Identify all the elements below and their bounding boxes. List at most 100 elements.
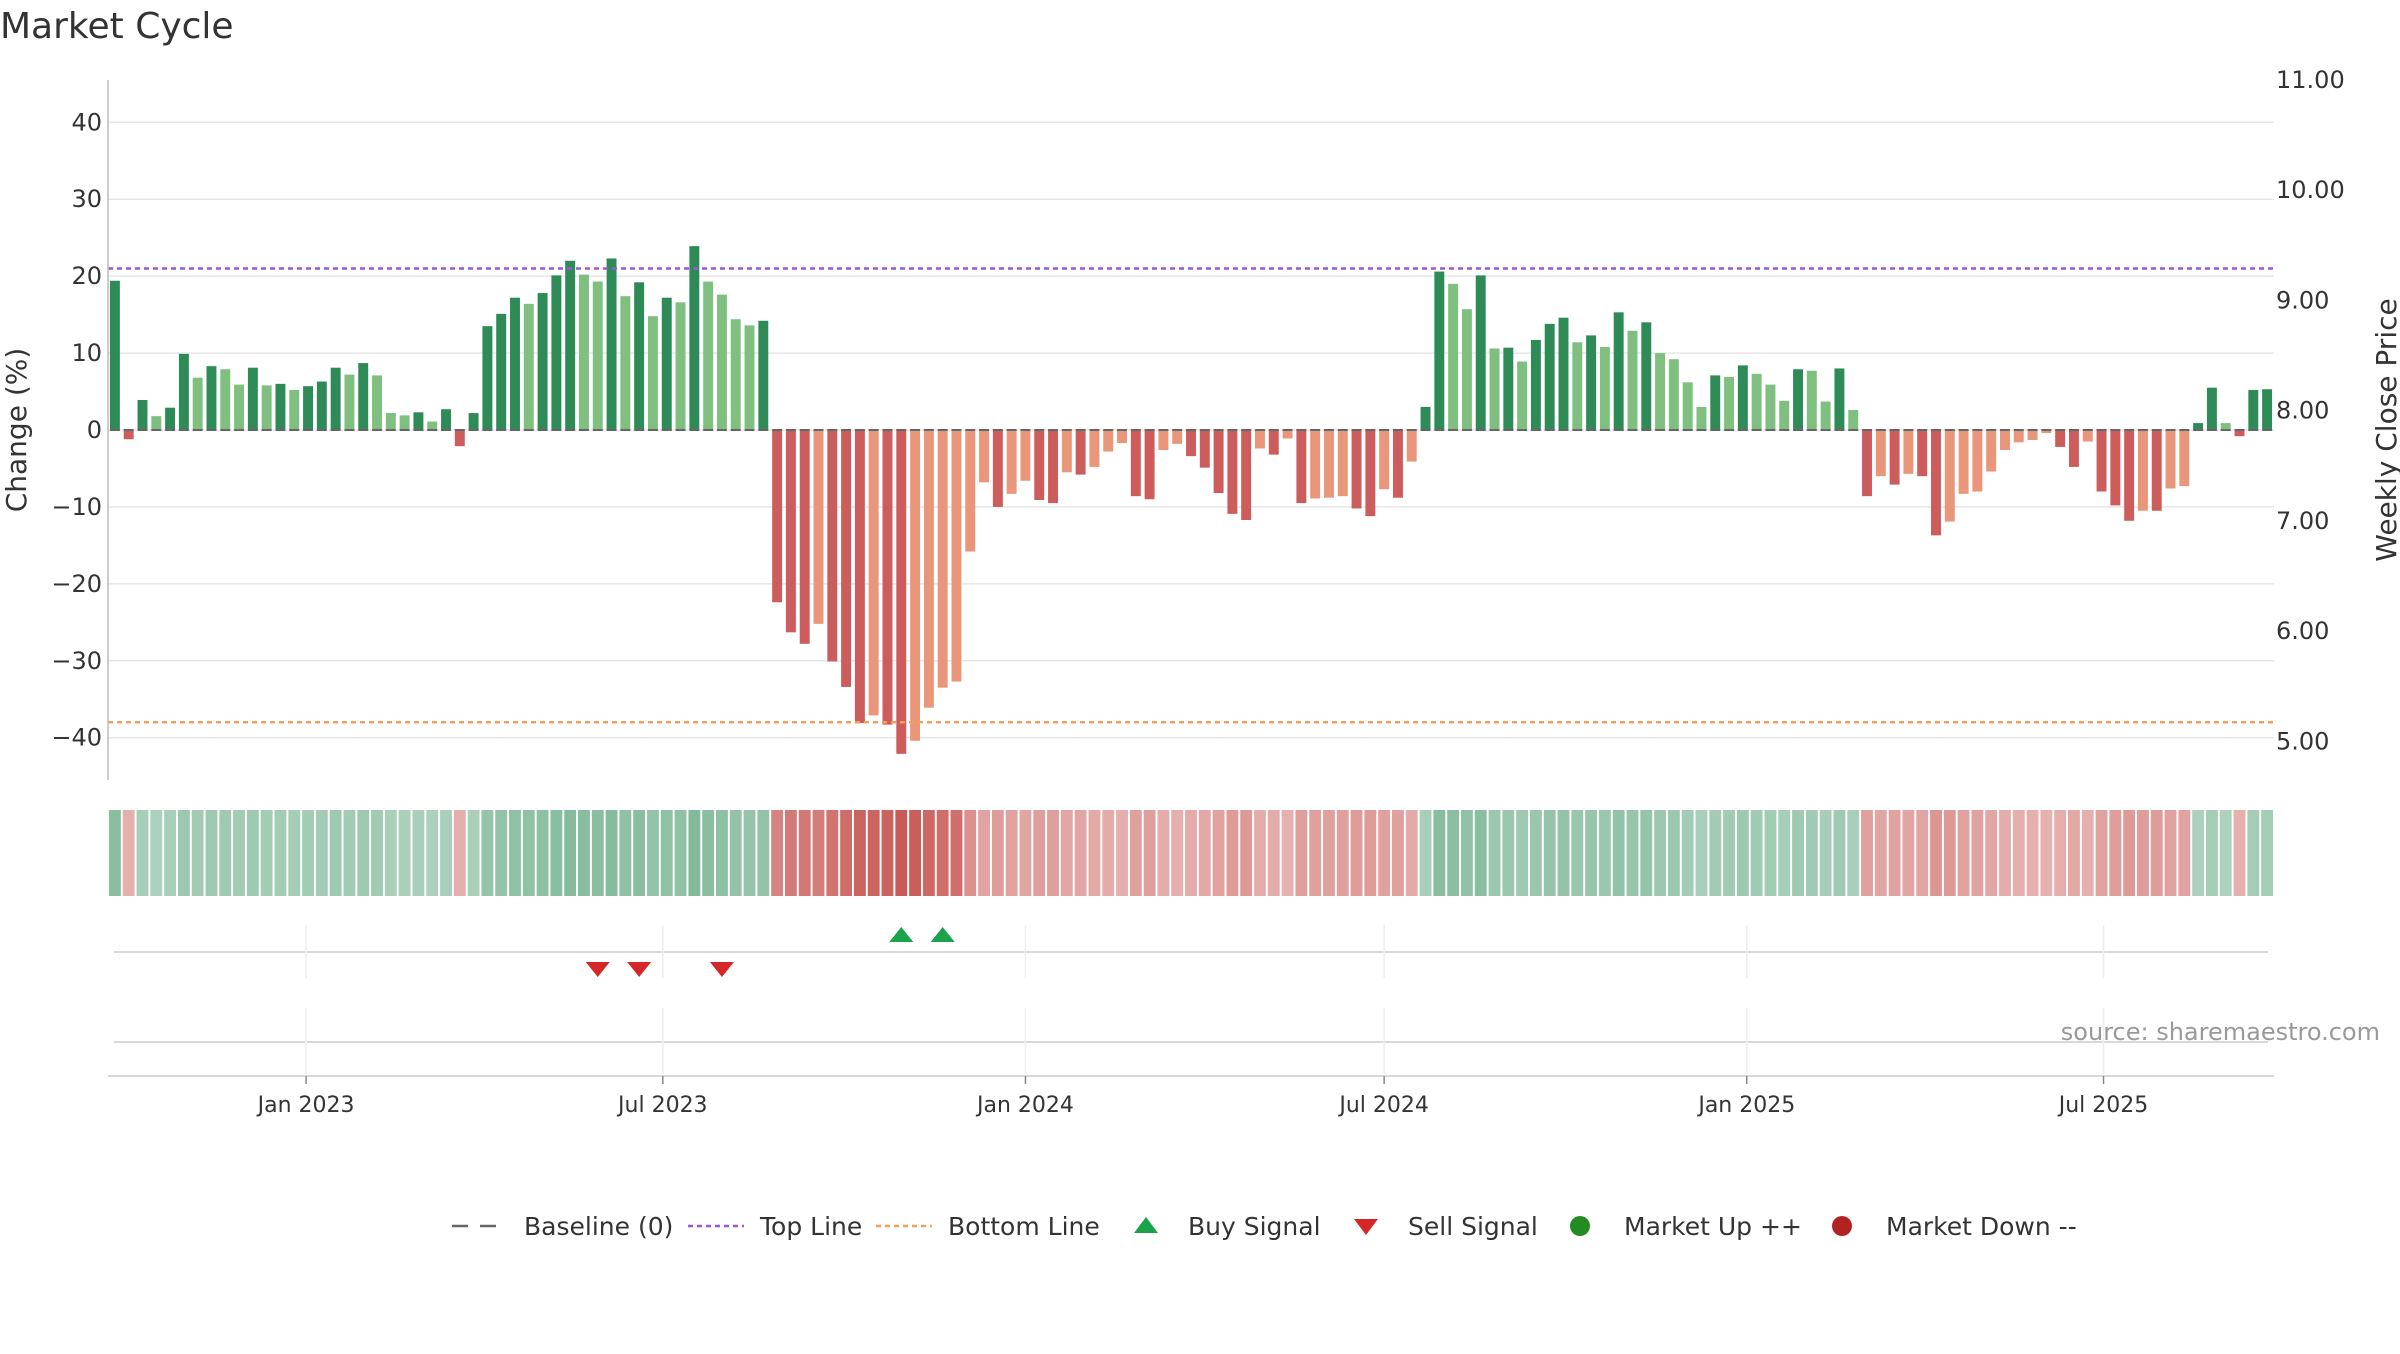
regime-cell <box>1116 810 1128 896</box>
regime-cell <box>315 810 328 896</box>
regime-cell <box>1419 810 1432 896</box>
bar <box>192 377 203 430</box>
regime-cell <box>2081 810 2094 896</box>
legend-item: Top Line <box>688 1212 862 1241</box>
bar <box>1875 430 1886 477</box>
regime-cell <box>591 810 604 896</box>
bar <box>275 383 286 430</box>
x-axis: Jan 2023 Jul 2023 Jan 2024 Jul 2024 Jan 2025… <box>108 1075 2274 1118</box>
bar <box>1544 323 1555 430</box>
bar <box>1020 430 1031 481</box>
regime-cell <box>343 810 356 896</box>
bar <box>2165 430 2176 489</box>
y-tick-label-right: 9.00 <box>2276 286 2329 314</box>
regime-cell <box>1502 810 1515 896</box>
bar <box>1889 430 1900 485</box>
regime-cell <box>1778 810 1791 896</box>
regime-cell <box>481 810 494 896</box>
legend-label: Sell Signal <box>1408 1212 1538 1241</box>
bar <box>1130 430 1141 497</box>
regime-cell <box>1254 810 1266 896</box>
bar <box>2248 390 2259 430</box>
bar <box>234 384 245 430</box>
regime-cell <box>978 810 990 896</box>
regime-cell <box>619 810 632 896</box>
regime-cell <box>522 810 535 896</box>
regime-cell <box>840 810 853 896</box>
bar <box>868 430 879 716</box>
bar <box>1489 348 1500 430</box>
regime-cell <box>467 810 480 896</box>
bar <box>1627 330 1638 430</box>
regime-cell <box>1226 810 1239 896</box>
y-tick-label-left: −10 <box>51 493 102 521</box>
bar <box>1613 312 1624 430</box>
regime-cell <box>440 810 452 896</box>
bar <box>2068 430 2079 467</box>
regime-cell <box>164 810 177 896</box>
regime-cell <box>302 810 314 896</box>
legend-item: Market Up ++ <box>1570 1212 1802 1241</box>
bar-series <box>109 246 2273 754</box>
legend-label: Buy Signal <box>1188 1212 1321 1241</box>
bar <box>151 416 162 430</box>
regime-cell <box>274 810 287 896</box>
regime-cell <box>2026 810 2039 896</box>
bar <box>910 430 921 741</box>
regime-cell <box>1764 810 1777 896</box>
regime-cell <box>674 810 687 896</box>
bar <box>1048 430 1059 504</box>
bar <box>1144 430 1155 500</box>
bar <box>1931 430 1941 536</box>
regime-cell <box>2192 810 2205 896</box>
bar <box>592 281 603 430</box>
regime-cell <box>122 810 135 896</box>
bar <box>2234 430 2245 437</box>
legend-item: Market Down -- <box>1832 1212 2077 1241</box>
regime-cell <box>426 810 439 896</box>
bar <box>2151 430 2162 511</box>
regime-cell <box>1460 810 1473 896</box>
bar <box>1351 430 1362 509</box>
bar <box>2193 423 2204 430</box>
bar <box>1310 430 1321 499</box>
bar <box>165 407 176 430</box>
regime-cell <box>867 810 880 896</box>
regime-cell <box>1874 810 1887 896</box>
regime-strip <box>108 810 2274 896</box>
regime-cell <box>2123 810 2136 896</box>
chart-title: Market Cycle <box>0 6 234 47</box>
bar <box>1586 335 1597 430</box>
bar <box>772 430 783 603</box>
x-tick-label: Jan 2025 <box>1696 1093 1795 1118</box>
bar <box>1751 373 1762 430</box>
bar <box>1655 353 1666 430</box>
bar <box>2096 430 2107 492</box>
regime-cell <box>1585 810 1598 896</box>
regime-cell <box>1571 810 1584 896</box>
bar <box>661 297 672 430</box>
bar <box>1186 430 1196 457</box>
regime-cell <box>950 810 963 896</box>
regime-cell <box>1626 810 1639 896</box>
bar <box>1958 430 1969 494</box>
buy-signal-marker <box>930 927 955 942</box>
regime-cell <box>2150 810 2163 896</box>
bar <box>496 313 507 430</box>
regime-cell <box>246 810 259 896</box>
bar <box>1848 410 1859 430</box>
regime-cell <box>1185 810 1197 896</box>
bar <box>1061 430 1072 473</box>
regime-cell <box>1957 810 1970 896</box>
regime-cell <box>1543 810 1556 896</box>
circle-icon <box>1832 1216 1852 1236</box>
regime-cell <box>564 810 577 896</box>
regime-cell <box>964 810 977 896</box>
bar <box>1710 375 1721 430</box>
regime-cell <box>2040 810 2053 896</box>
bar <box>813 430 824 624</box>
y-tick-label-left: 40 <box>71 108 102 136</box>
bar <box>634 282 645 430</box>
bar <box>1199 430 1210 468</box>
